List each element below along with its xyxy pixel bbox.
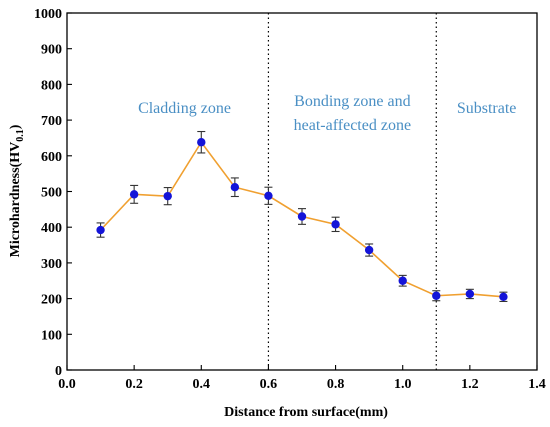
x-tick-label: 1.0 [394,377,412,392]
y-tick-label: 500 [41,186,62,201]
y-tick-label: 400 [41,221,62,236]
data-point [197,138,206,147]
zone-label-line: Substrate [457,100,517,117]
plot-border [66,12,538,371]
x-axis-title: Distance from surface(mm) [224,405,388,420]
x-tick-label: 0.2 [125,377,143,392]
x-tick-label: 1.2 [461,377,479,392]
x-axis: 0.0 0.2 0.4 0.6 0.8 1.0 1.2 1.4 [58,365,546,392]
y-tick-label: 200 [41,293,62,308]
y-axis-title-close: ) [8,124,23,129]
data-point [499,292,508,302]
data-point [163,191,172,201]
data-point [432,291,441,300]
y-axis-title-sub: 0.1 [15,129,26,142]
zone-label: Cladding zone [138,100,231,117]
zone-label: Bonding zone and heat-affected zone [294,93,411,134]
data-point [264,191,273,200]
zone-dividers [267,13,437,370]
plot-frame [66,12,538,371]
data-point [331,220,340,229]
x-tick-label: 0.0 [58,377,76,392]
x-tick-label: 0.6 [260,377,278,392]
y-tick-label: 900 [41,43,62,58]
y-tick-label: 1000 [34,7,62,22]
data-point [96,225,105,235]
y-axis-title-main: Microhardness(HV [8,142,23,258]
zone-labels: Cladding zone Bonding zone and heat-affect… [138,93,516,134]
data-point [297,212,307,221]
zone-label-line: heat-affected zone [294,117,411,134]
zone-label-line: Cladding zone [138,100,231,117]
y-axis-title: Microhardness(HV0.1) [8,124,26,257]
y-axis: 0 100 200 300 400 500 600 700 800 900 1000 [34,7,72,379]
data-point [129,190,139,199]
y-tick-label: 700 [41,114,62,129]
data-point [398,276,407,285]
data-series [96,130,508,303]
x-tick-label: 0.8 [327,377,345,392]
data-point [230,183,240,192]
y-tick-label: 100 [41,328,62,343]
y-tick-label: 800 [41,78,62,93]
x-tick-label: 1.4 [528,377,546,392]
y-tick-label: 600 [41,150,62,165]
y-tick-label: 0 [55,364,62,379]
zone-label-line: Bonding zone and [294,93,410,110]
data-point [465,289,475,299]
zone-label: Substrate [457,100,517,117]
y-tick-label: 300 [41,257,62,272]
data-point [364,245,374,255]
x-tick-label: 0.4 [193,377,211,392]
